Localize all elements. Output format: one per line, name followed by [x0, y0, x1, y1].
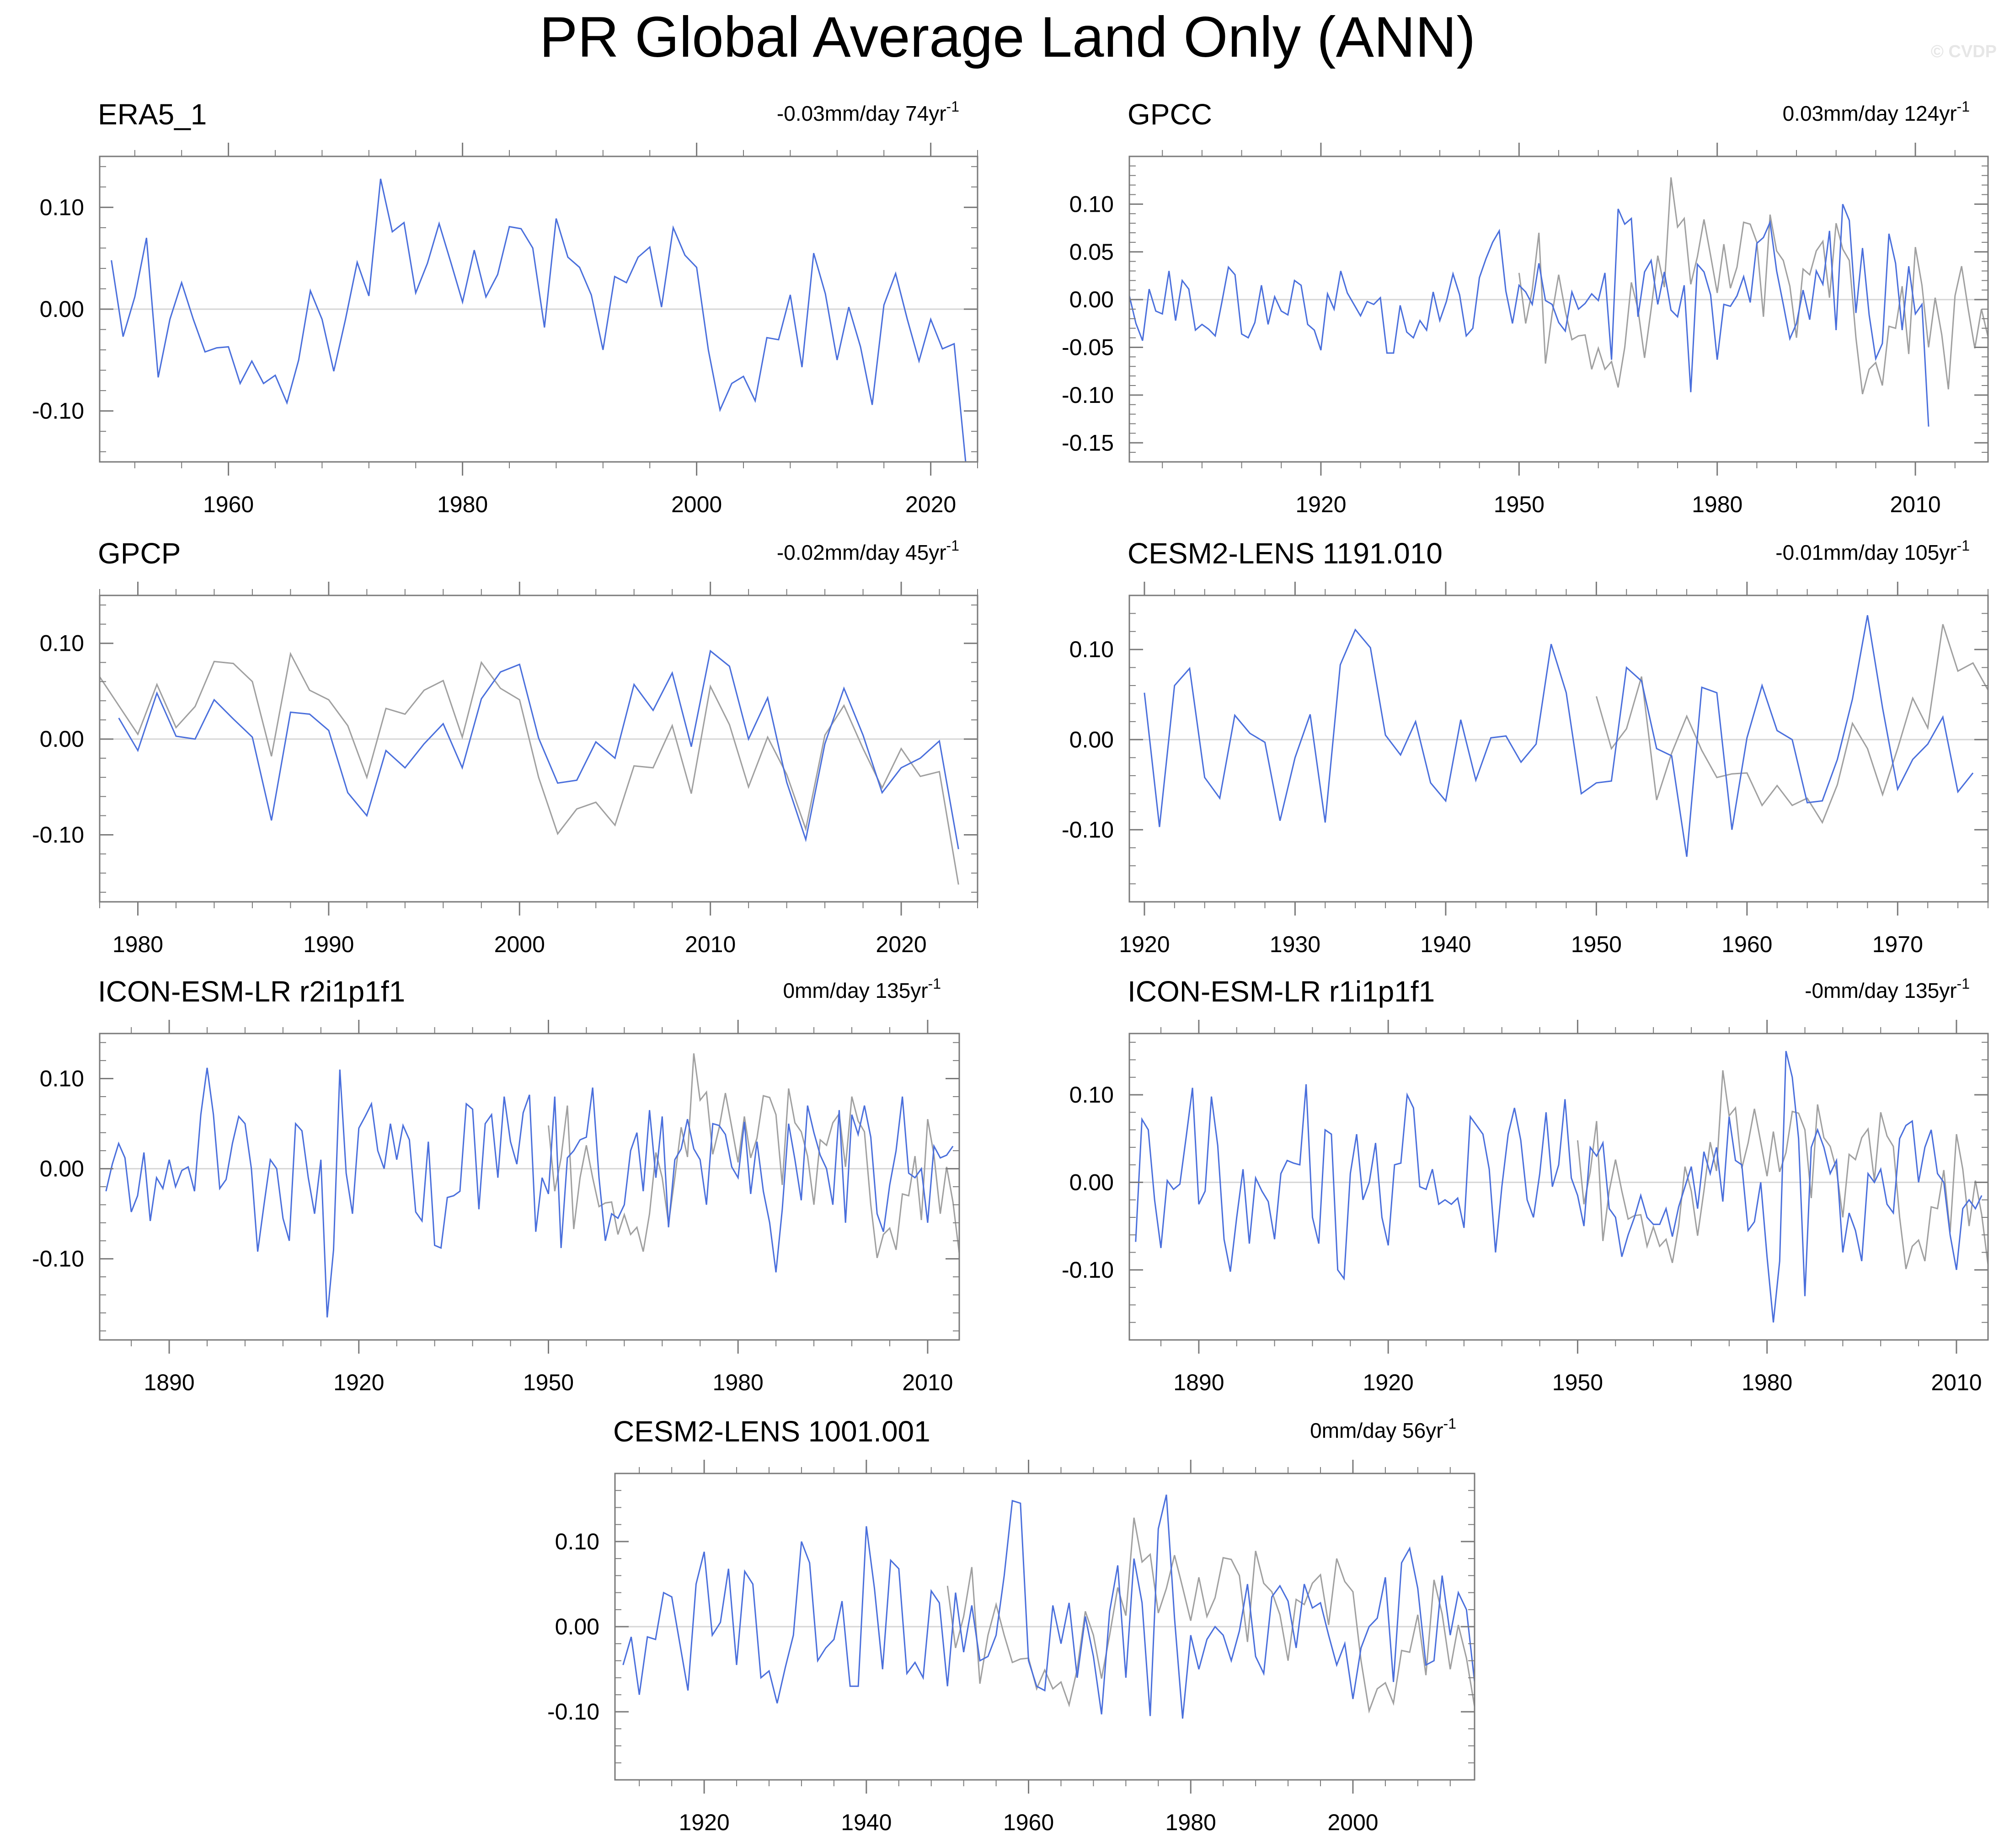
y-tick-label: 0.10 — [40, 631, 84, 656]
series-line-primary — [622, 1494, 1475, 1719]
y-tick-label: 0.00 — [40, 296, 84, 322]
x-tick-label: 1920 — [1119, 932, 1170, 957]
trend-annotation: -0.02mm/day 45yr-1 — [777, 537, 959, 564]
trend-annotation: 0mm/day 56yr-1 — [1310, 1415, 1456, 1442]
panel-icon_r2: -0.10 0.00 0.10 1890 1920 1950 1980 2010 ICON-ES… — [32, 975, 960, 1395]
series-line-primary — [111, 178, 967, 462]
series-line-reference — [548, 1053, 959, 1259]
trend-annotation: 0.03mm/day 124yr-1 — [1783, 98, 1970, 125]
y-tick-label: 0.10 — [1069, 1082, 1114, 1108]
series-line-primary — [118, 649, 959, 850]
x-tick-label: 2010 — [902, 1370, 953, 1395]
panel-title: ICON-ESM-LR r2i1p1f1 — [98, 975, 405, 1008]
series-line-reference — [1518, 177, 1988, 395]
panel-cesm2_1001: -0.10 0.00 0.10 1920 1940 1960 1980 2000 CESM2-L… — [547, 1415, 1475, 1835]
series-line-primary — [1144, 615, 1974, 857]
plot-frame — [99, 595, 978, 903]
x-tick-label: 2010 — [1931, 1370, 1982, 1395]
x-tick-label: 1990 — [303, 932, 354, 957]
series-line-primary — [1135, 1050, 1983, 1323]
y-tick-label: 0.00 — [40, 1156, 84, 1182]
y-tick-label: -0.10 — [547, 1699, 599, 1725]
x-tick-label: 2020 — [905, 492, 956, 517]
x-tick-label: 2000 — [1327, 1810, 1378, 1835]
y-tick-label: -0.05 — [1062, 335, 1114, 360]
x-tick-label: 1950 — [1571, 932, 1622, 957]
x-tick-label: 1980 — [713, 1370, 764, 1395]
y-tick-label: -0.15 — [1062, 430, 1114, 455]
x-tick-label: 1980 — [112, 932, 163, 957]
panel-gpcp: -0.10 0.00 0.10 1980 1990 2000 2010 2020 GPCP -0.… — [32, 537, 978, 957]
y-tick-label: 0.10 — [555, 1529, 599, 1554]
panel-icon_r1: -0.10 0.00 0.10 1890 1920 1950 1980 2010 ICON-ES… — [1062, 975, 1989, 1395]
trend-annotation: 0mm/day 135yr-1 — [783, 975, 941, 1002]
x-tick-label: 2010 — [1890, 492, 1940, 517]
x-tick-label: 1920 — [1295, 492, 1346, 517]
x-tick-label: 1920 — [1363, 1370, 1414, 1395]
x-tick-label: 1940 — [1420, 932, 1471, 957]
panel-title: ICON-ESM-LR r1i1p1f1 — [1128, 975, 1435, 1008]
x-tick-label: 1980 — [437, 492, 488, 517]
series-line-reference — [100, 652, 959, 885]
y-tick-label: 0.00 — [40, 726, 84, 752]
y-tick-label: 0.05 — [1069, 239, 1114, 265]
y-tick-label: -0.10 — [1062, 382, 1114, 408]
x-tick-label: 1980 — [1165, 1810, 1216, 1835]
x-tick-label: 1930 — [1270, 932, 1320, 957]
y-tick-label: -0.10 — [1062, 817, 1114, 842]
y-tick-label: 0.10 — [1069, 191, 1114, 217]
x-tick-label: 1950 — [523, 1370, 574, 1395]
x-tick-label: 1950 — [1552, 1370, 1603, 1395]
y-tick-label: 0.00 — [1069, 1169, 1114, 1195]
series-line-primary — [105, 1067, 954, 1318]
trend-annotation: -0.03mm/day 74yr-1 — [777, 98, 959, 125]
y-tick-label: -0.10 — [32, 822, 84, 847]
x-tick-label: 2000 — [671, 492, 722, 517]
x-tick-label: 1980 — [1742, 1370, 1792, 1395]
x-tick-label: 1960 — [1721, 932, 1772, 957]
panel-title: CESM2-LENS 1191.010 — [1128, 537, 1443, 570]
panel-title: ERA5_1 — [98, 98, 207, 131]
panel-gpcc: -0.15 -0.10 -0.05 0.00 0.05 0.10 1920 1950 1980 2… — [1062, 98, 1989, 517]
x-tick-label: 1950 — [1494, 492, 1545, 517]
y-tick-label: -0.10 — [32, 398, 84, 424]
y-tick-label: 0.00 — [1069, 287, 1114, 312]
y-tick-label: 0.10 — [40, 1066, 84, 1092]
panel-title: GPCP — [98, 537, 181, 570]
panel-title: GPCC — [1128, 98, 1212, 131]
y-tick-label: 0.00 — [1069, 727, 1114, 752]
series-line-primary — [1129, 204, 1929, 427]
x-tick-label: 1920 — [679, 1810, 729, 1835]
plot-frame — [1128, 595, 1989, 903]
trend-annotation: -0.01mm/day 105yr-1 — [1775, 537, 1970, 564]
x-tick-label: 2020 — [876, 932, 926, 957]
x-tick-label: 1970 — [1872, 932, 1923, 957]
y-tick-label: 0.10 — [40, 194, 84, 220]
y-tick-label: -0.10 — [1062, 1257, 1114, 1283]
panel-cesm2_1191: -0.10 0.00 0.10 1920 1930 1940 1950 1960 1970 CES… — [1062, 537, 1989, 957]
x-tick-label: 2010 — [685, 932, 736, 957]
x-tick-label: 1980 — [1692, 492, 1742, 517]
x-tick-label: 1890 — [144, 1370, 194, 1395]
watermark: © CVDP — [1930, 42, 1997, 61]
x-tick-label: 1960 — [203, 492, 254, 517]
series-line-reference — [1595, 624, 1988, 824]
x-tick-label: 1920 — [333, 1370, 384, 1395]
trend-annotation: -0mm/day 135yr-1 — [1805, 975, 1970, 1002]
x-tick-label: 2000 — [494, 932, 545, 957]
plot-frame — [1128, 1033, 1989, 1341]
panel-title: CESM2-LENS 1001.001 — [613, 1415, 930, 1448]
y-tick-label: 0.00 — [555, 1614, 599, 1639]
panel-era5: -0.10 0.00 0.10 1960 1980 2000 2020 ERA5_1 -0.03… — [32, 98, 978, 517]
page-title: PR Global Average Land Only (ANN) — [539, 5, 1476, 69]
x-tick-label: 1960 — [1003, 1810, 1054, 1835]
y-tick-label: 0.10 — [1069, 637, 1114, 662]
x-tick-label: 1890 — [1173, 1370, 1224, 1395]
y-tick-label: -0.10 — [32, 1246, 84, 1272]
x-tick-label: 1940 — [841, 1810, 892, 1835]
plot-frame — [1128, 155, 1989, 463]
